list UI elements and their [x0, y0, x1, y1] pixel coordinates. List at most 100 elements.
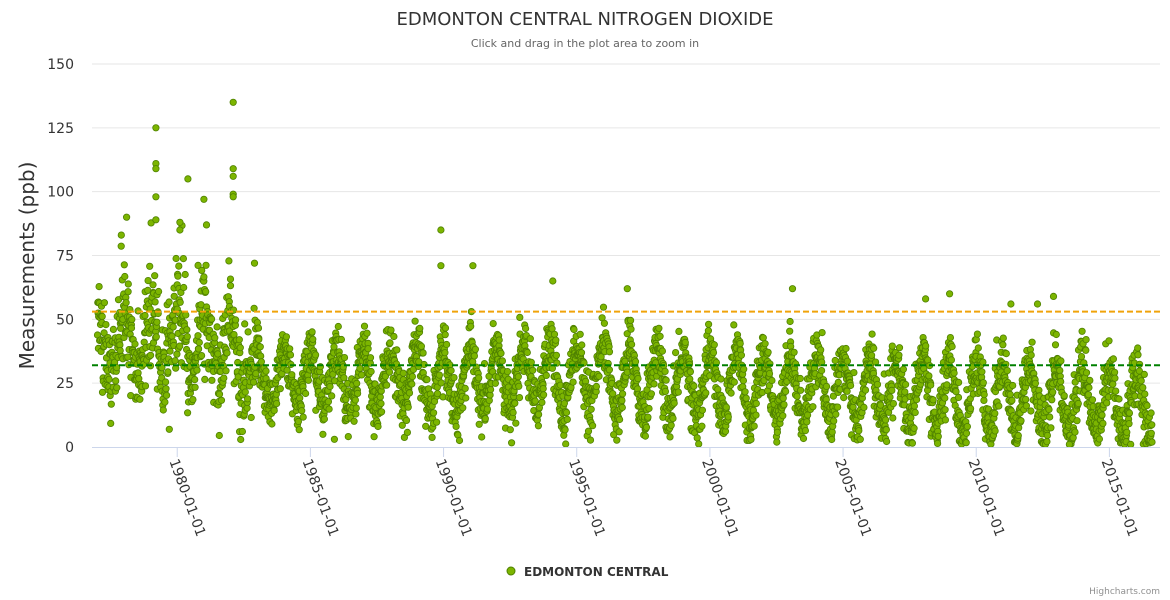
- data-point[interactable]: [319, 430, 327, 438]
- data-point[interactable]: [100, 329, 108, 337]
- data-point[interactable]: [176, 298, 184, 306]
- data-point[interactable]: [627, 340, 636, 348]
- data-point[interactable]: [1112, 387, 1120, 395]
- data-point[interactable]: [511, 399, 519, 407]
- data-point[interactable]: [647, 390, 656, 398]
- data-point[interactable]: [702, 389, 710, 397]
- data-point[interactable]: [442, 340, 451, 349]
- data-point[interactable]: [895, 351, 903, 359]
- data-point[interactable]: [828, 435, 836, 444]
- data-point[interactable]: [882, 426, 890, 434]
- data-point[interactable]: [773, 428, 782, 436]
- data-point[interactable]: [941, 394, 949, 402]
- data-point[interactable]: [256, 343, 264, 351]
- data-point[interactable]: [1060, 392, 1068, 400]
- data-point[interactable]: [441, 324, 450, 332]
- data-point[interactable]: [605, 348, 614, 356]
- data-point[interactable]: [107, 419, 115, 427]
- data-point[interactable]: [503, 367, 512, 376]
- legend-label[interactable]: EDMONTON CENTRAL: [524, 565, 669, 579]
- data-point[interactable]: [113, 384, 121, 392]
- data-point[interactable]: [1141, 390, 1149, 398]
- data-point[interactable]: [220, 374, 228, 382]
- data-point[interactable]: [1147, 429, 1155, 437]
- data-point[interactable]: [901, 388, 909, 396]
- data-point[interactable]: [710, 341, 718, 349]
- data-point[interactable]: [194, 261, 202, 269]
- data-point[interactable]: [168, 332, 176, 340]
- data-point[interactable]: [250, 378, 258, 386]
- data-point[interactable]: [1111, 368, 1119, 376]
- data-point[interactable]: [1017, 417, 1025, 425]
- data-point[interactable]: [102, 320, 110, 329]
- data-point-outlier[interactable]: [788, 285, 797, 293]
- data-point[interactable]: [152, 333, 160, 341]
- data-point[interactable]: [244, 395, 252, 403]
- data-point[interactable]: [428, 433, 436, 441]
- data-point[interactable]: [768, 376, 776, 385]
- data-point[interactable]: [595, 372, 603, 380]
- data-point[interactable]: [759, 334, 767, 342]
- data-point[interactable]: [670, 399, 678, 407]
- data-point[interactable]: [610, 431, 618, 439]
- data-point-outlier[interactable]: [229, 172, 237, 180]
- data-point[interactable]: [641, 432, 650, 440]
- data-point[interactable]: [151, 298, 159, 306]
- data-point[interactable]: [618, 390, 627, 398]
- data-point[interactable]: [459, 404, 467, 412]
- data-point[interactable]: [180, 283, 188, 292]
- data-point[interactable]: [1123, 428, 1131, 436]
- data-point[interactable]: [124, 353, 132, 361]
- data-point[interactable]: [475, 374, 483, 382]
- data-point[interactable]: [234, 373, 242, 381]
- data-point[interactable]: [979, 379, 987, 387]
- data-point[interactable]: [1095, 435, 1104, 443]
- data-point[interactable]: [363, 329, 371, 337]
- data-point[interactable]: [523, 348, 531, 357]
- data-point[interactable]: [578, 341, 586, 349]
- data-point[interactable]: [201, 375, 209, 383]
- data-point[interactable]: [962, 439, 970, 447]
- data-point[interactable]: [539, 391, 548, 399]
- data-point[interactable]: [860, 403, 868, 411]
- data-point[interactable]: [1002, 349, 1010, 358]
- data-point[interactable]: [432, 418, 441, 426]
- data-point[interactable]: [833, 403, 842, 411]
- data-point[interactable]: [662, 376, 670, 384]
- data-point-outlier[interactable]: [549, 277, 557, 285]
- data-point[interactable]: [527, 358, 535, 366]
- data-point[interactable]: [276, 385, 284, 393]
- data-point-outlier[interactable]: [1007, 300, 1015, 308]
- data-point[interactable]: [452, 422, 460, 430]
- data-point[interactable]: [995, 402, 1003, 410]
- data-point[interactable]: [169, 323, 177, 331]
- data-point[interactable]: [141, 311, 149, 320]
- data-point[interactable]: [163, 391, 171, 399]
- data-point[interactable]: [244, 328, 252, 336]
- data-point[interactable]: [283, 366, 291, 374]
- data-point[interactable]: [861, 386, 870, 394]
- data-point[interactable]: [895, 344, 904, 352]
- data-point[interactable]: [462, 394, 470, 402]
- data-point[interactable]: [402, 416, 411, 424]
- data-point[interactable]: [908, 439, 917, 447]
- data-point[interactable]: [495, 336, 503, 344]
- data-point[interactable]: [1027, 351, 1035, 359]
- data-point[interactable]: [661, 387, 670, 395]
- data-point[interactable]: [107, 400, 115, 408]
- data-point-outlier[interactable]: [123, 213, 131, 221]
- data-point[interactable]: [1052, 330, 1060, 339]
- data-point[interactable]: [1109, 380, 1117, 388]
- data-point[interactable]: [208, 376, 216, 384]
- data-point[interactable]: [947, 356, 956, 364]
- data-point[interactable]: [801, 426, 810, 435]
- data-point[interactable]: [182, 311, 190, 319]
- legend[interactable]: EDMONTON CENTRAL: [506, 565, 669, 579]
- data-point[interactable]: [634, 374, 642, 383]
- data-point[interactable]: [587, 405, 595, 413]
- data-point[interactable]: [655, 324, 663, 332]
- data-point[interactable]: [134, 369, 142, 377]
- data-point[interactable]: [416, 324, 424, 332]
- data-point[interactable]: [294, 417, 302, 426]
- data-point[interactable]: [235, 336, 243, 344]
